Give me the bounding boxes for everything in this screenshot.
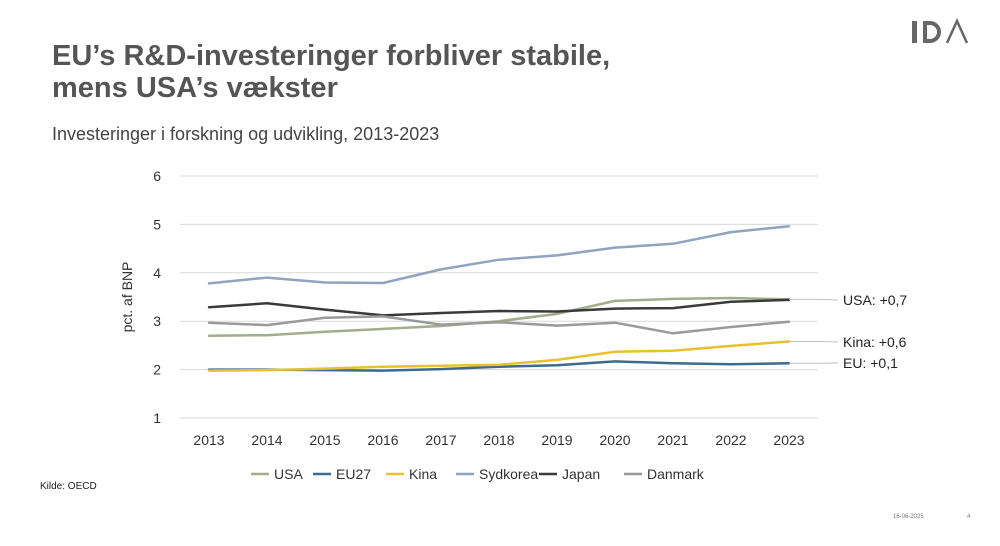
annotation-leader-line — [789, 298, 839, 301]
y-tick-label: 1 — [153, 410, 161, 426]
legend-label-kina: Kina — [409, 466, 437, 482]
page-title: EU’s R&D-investeringer forbliver stabile… — [52, 40, 852, 104]
x-tick-label: 2021 — [657, 432, 688, 448]
series-line-kina — [207, 340, 791, 372]
y-axis-label: pct. af BNP — [119, 262, 135, 333]
x-tick-label: 2013 — [193, 432, 224, 448]
ida-logo-icon — [912, 18, 969, 44]
x-tick-label: 2017 — [425, 432, 456, 448]
y-tick-label: 5 — [153, 216, 161, 232]
series-line-danmark — [207, 315, 791, 335]
legend-label-eu27: EU27 — [336, 466, 371, 482]
y-tick-label: 2 — [153, 362, 161, 378]
legend-label-japan: Japan — [562, 466, 600, 482]
x-tick-label: 2020 — [599, 432, 630, 448]
page-number: 4 — [967, 514, 971, 520]
chart-subtitle: Investeringer i forskning og udvikling, … — [52, 124, 440, 144]
x-tick-label: 2019 — [541, 432, 572, 448]
series-line-japan — [207, 298, 791, 317]
x-tick-label: 2015 — [309, 432, 340, 448]
x-tick-label: 2016 — [367, 432, 398, 448]
y-tick-label: 3 — [153, 313, 161, 329]
x-tick-label: 2014 — [251, 432, 282, 448]
annotation-label: USA: +0,7 — [843, 292, 907, 308]
page-title-line-1: EU’s R&D-investeringer forbliver stabile… — [52, 40, 611, 72]
y-tick-label: 4 — [153, 265, 161, 281]
x-tick-label: 2018 — [483, 432, 514, 448]
x-axis-ticks: 2013 2014 2015 2016 2017 2018 2019 2020 2021 2022… — [193, 432, 804, 448]
annotations: USA: +0,7 Kina: +0,6 EU: +0,1 — [789, 292, 907, 371]
source-note: Kilde: OECD — [40, 481, 97, 492]
x-tick-label: 2022 — [715, 432, 746, 448]
annotation-label: Kina: +0,6 — [843, 334, 907, 350]
y-axis-ticks: 1 2 3 4 5 6 — [153, 168, 161, 426]
annotation-label: EU: +0,1 — [843, 355, 898, 371]
page-title-line-2: mens USA’s vækster — [52, 72, 338, 104]
y-tick-label: 6 — [153, 168, 161, 184]
series-lines — [207, 225, 791, 372]
legend-label-danmark: Danmark — [647, 466, 705, 482]
x-tick-label: 2023 — [773, 432, 804, 448]
series-line-sydkorea — [207, 225, 791, 285]
legend-label-sydkorea: Sydkorea — [479, 466, 538, 482]
gridlines — [180, 175, 818, 419]
legend: USA EU27 Kina Sydkorea Japan Danmark — [251, 466, 705, 482]
legend-label-usa: USA — [274, 466, 303, 482]
slide-date: 16-06-2025 — [893, 514, 924, 520]
